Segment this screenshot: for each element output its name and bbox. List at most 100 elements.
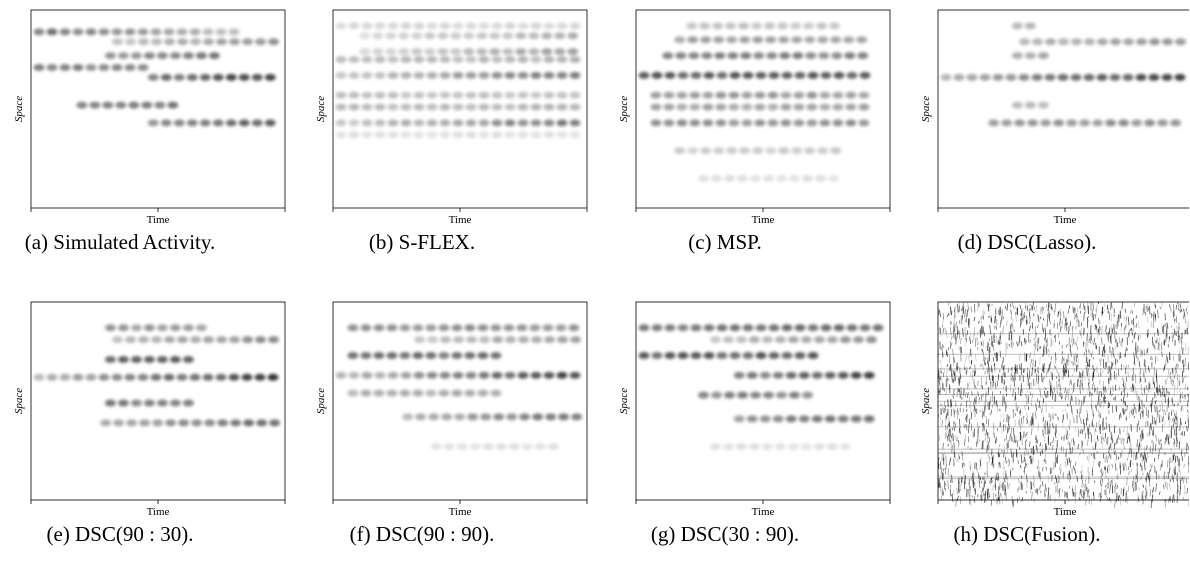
noise bbox=[1138, 396, 1139, 403]
blob bbox=[776, 175, 787, 182]
blob bbox=[401, 119, 412, 126]
noise bbox=[1030, 353, 1031, 359]
noise bbox=[1155, 303, 1156, 309]
blob bbox=[548, 443, 559, 450]
noise bbox=[1140, 335, 1141, 338]
blob bbox=[125, 28, 136, 35]
blob bbox=[747, 415, 758, 422]
blob bbox=[557, 22, 568, 29]
noise bbox=[1053, 413, 1054, 419]
blob bbox=[125, 64, 136, 71]
blob bbox=[144, 356, 155, 363]
blob bbox=[825, 372, 836, 379]
blob bbox=[639, 72, 650, 79]
noise bbox=[1165, 482, 1166, 488]
noise bbox=[1051, 337, 1052, 340]
noise bbox=[1026, 355, 1027, 362]
noise bbox=[1045, 454, 1046, 458]
noise bbox=[1170, 467, 1171, 470]
blob bbox=[453, 131, 464, 138]
noise bbox=[1085, 485, 1086, 491]
noise bbox=[989, 338, 990, 340]
y-axis-label: Space bbox=[920, 388, 932, 414]
blob bbox=[493, 413, 504, 420]
blob bbox=[557, 56, 568, 63]
blob bbox=[466, 104, 477, 111]
noise bbox=[1095, 309, 1096, 312]
blob bbox=[347, 390, 358, 397]
noise bbox=[1060, 464, 1061, 470]
noise bbox=[1034, 307, 1035, 310]
noise bbox=[974, 379, 975, 387]
noise bbox=[1078, 444, 1079, 449]
noise bbox=[1143, 485, 1144, 488]
caption: (f) DSC(90 : 90). bbox=[350, 522, 495, 546]
blob bbox=[463, 32, 474, 39]
noise bbox=[1169, 483, 1170, 491]
noise bbox=[1134, 383, 1135, 388]
noise bbox=[986, 345, 987, 348]
noise bbox=[1129, 471, 1130, 475]
noise bbox=[1093, 381, 1094, 384]
noise bbox=[999, 308, 1000, 312]
noise bbox=[952, 494, 953, 502]
noise bbox=[1071, 351, 1072, 357]
noise bbox=[1104, 437, 1105, 441]
noise bbox=[947, 370, 948, 375]
blob bbox=[414, 92, 425, 99]
noise bbox=[968, 382, 969, 387]
noise bbox=[1105, 467, 1106, 471]
noise bbox=[1160, 307, 1161, 309]
noise bbox=[1126, 493, 1127, 502]
noise bbox=[1151, 464, 1152, 468]
blob bbox=[360, 390, 371, 397]
noise bbox=[974, 407, 975, 412]
noise bbox=[1042, 409, 1043, 413]
blob bbox=[715, 104, 726, 111]
blob bbox=[691, 324, 702, 331]
blob bbox=[190, 38, 201, 45]
blob bbox=[819, 119, 830, 126]
blob bbox=[652, 72, 663, 79]
blob bbox=[359, 32, 370, 39]
blob bbox=[710, 336, 721, 343]
noise bbox=[947, 364, 948, 367]
noise bbox=[947, 383, 948, 386]
noise bbox=[940, 310, 941, 317]
blob bbox=[440, 72, 451, 79]
noise bbox=[1085, 309, 1086, 313]
blob bbox=[557, 131, 568, 138]
x-axis-label: Time bbox=[449, 214, 472, 226]
noise bbox=[1129, 462, 1130, 465]
blob bbox=[689, 104, 700, 111]
noise bbox=[1167, 361, 1168, 365]
blob bbox=[440, 119, 451, 126]
blob bbox=[676, 104, 687, 111]
blob bbox=[817, 147, 828, 154]
noise bbox=[974, 370, 975, 376]
blob bbox=[1014, 119, 1025, 126]
noise bbox=[1008, 458, 1009, 463]
blob bbox=[1071, 74, 1082, 81]
blob bbox=[217, 419, 228, 426]
blob bbox=[1045, 38, 1056, 45]
blob bbox=[767, 119, 778, 126]
blob bbox=[167, 102, 178, 109]
noise bbox=[1000, 320, 1001, 328]
noise bbox=[1161, 463, 1162, 470]
blob bbox=[1118, 119, 1129, 126]
noise bbox=[1068, 435, 1069, 439]
blob bbox=[663, 104, 674, 111]
blob bbox=[47, 374, 58, 381]
blob bbox=[427, 56, 438, 63]
noise bbox=[1077, 308, 1078, 313]
blob bbox=[789, 175, 800, 182]
blob bbox=[112, 336, 123, 343]
blob bbox=[531, 372, 542, 379]
noise bbox=[1101, 469, 1102, 473]
blob bbox=[786, 372, 797, 379]
noise bbox=[1105, 485, 1106, 487]
blob bbox=[412, 352, 423, 359]
noise bbox=[1136, 354, 1137, 357]
noise bbox=[1152, 415, 1153, 424]
